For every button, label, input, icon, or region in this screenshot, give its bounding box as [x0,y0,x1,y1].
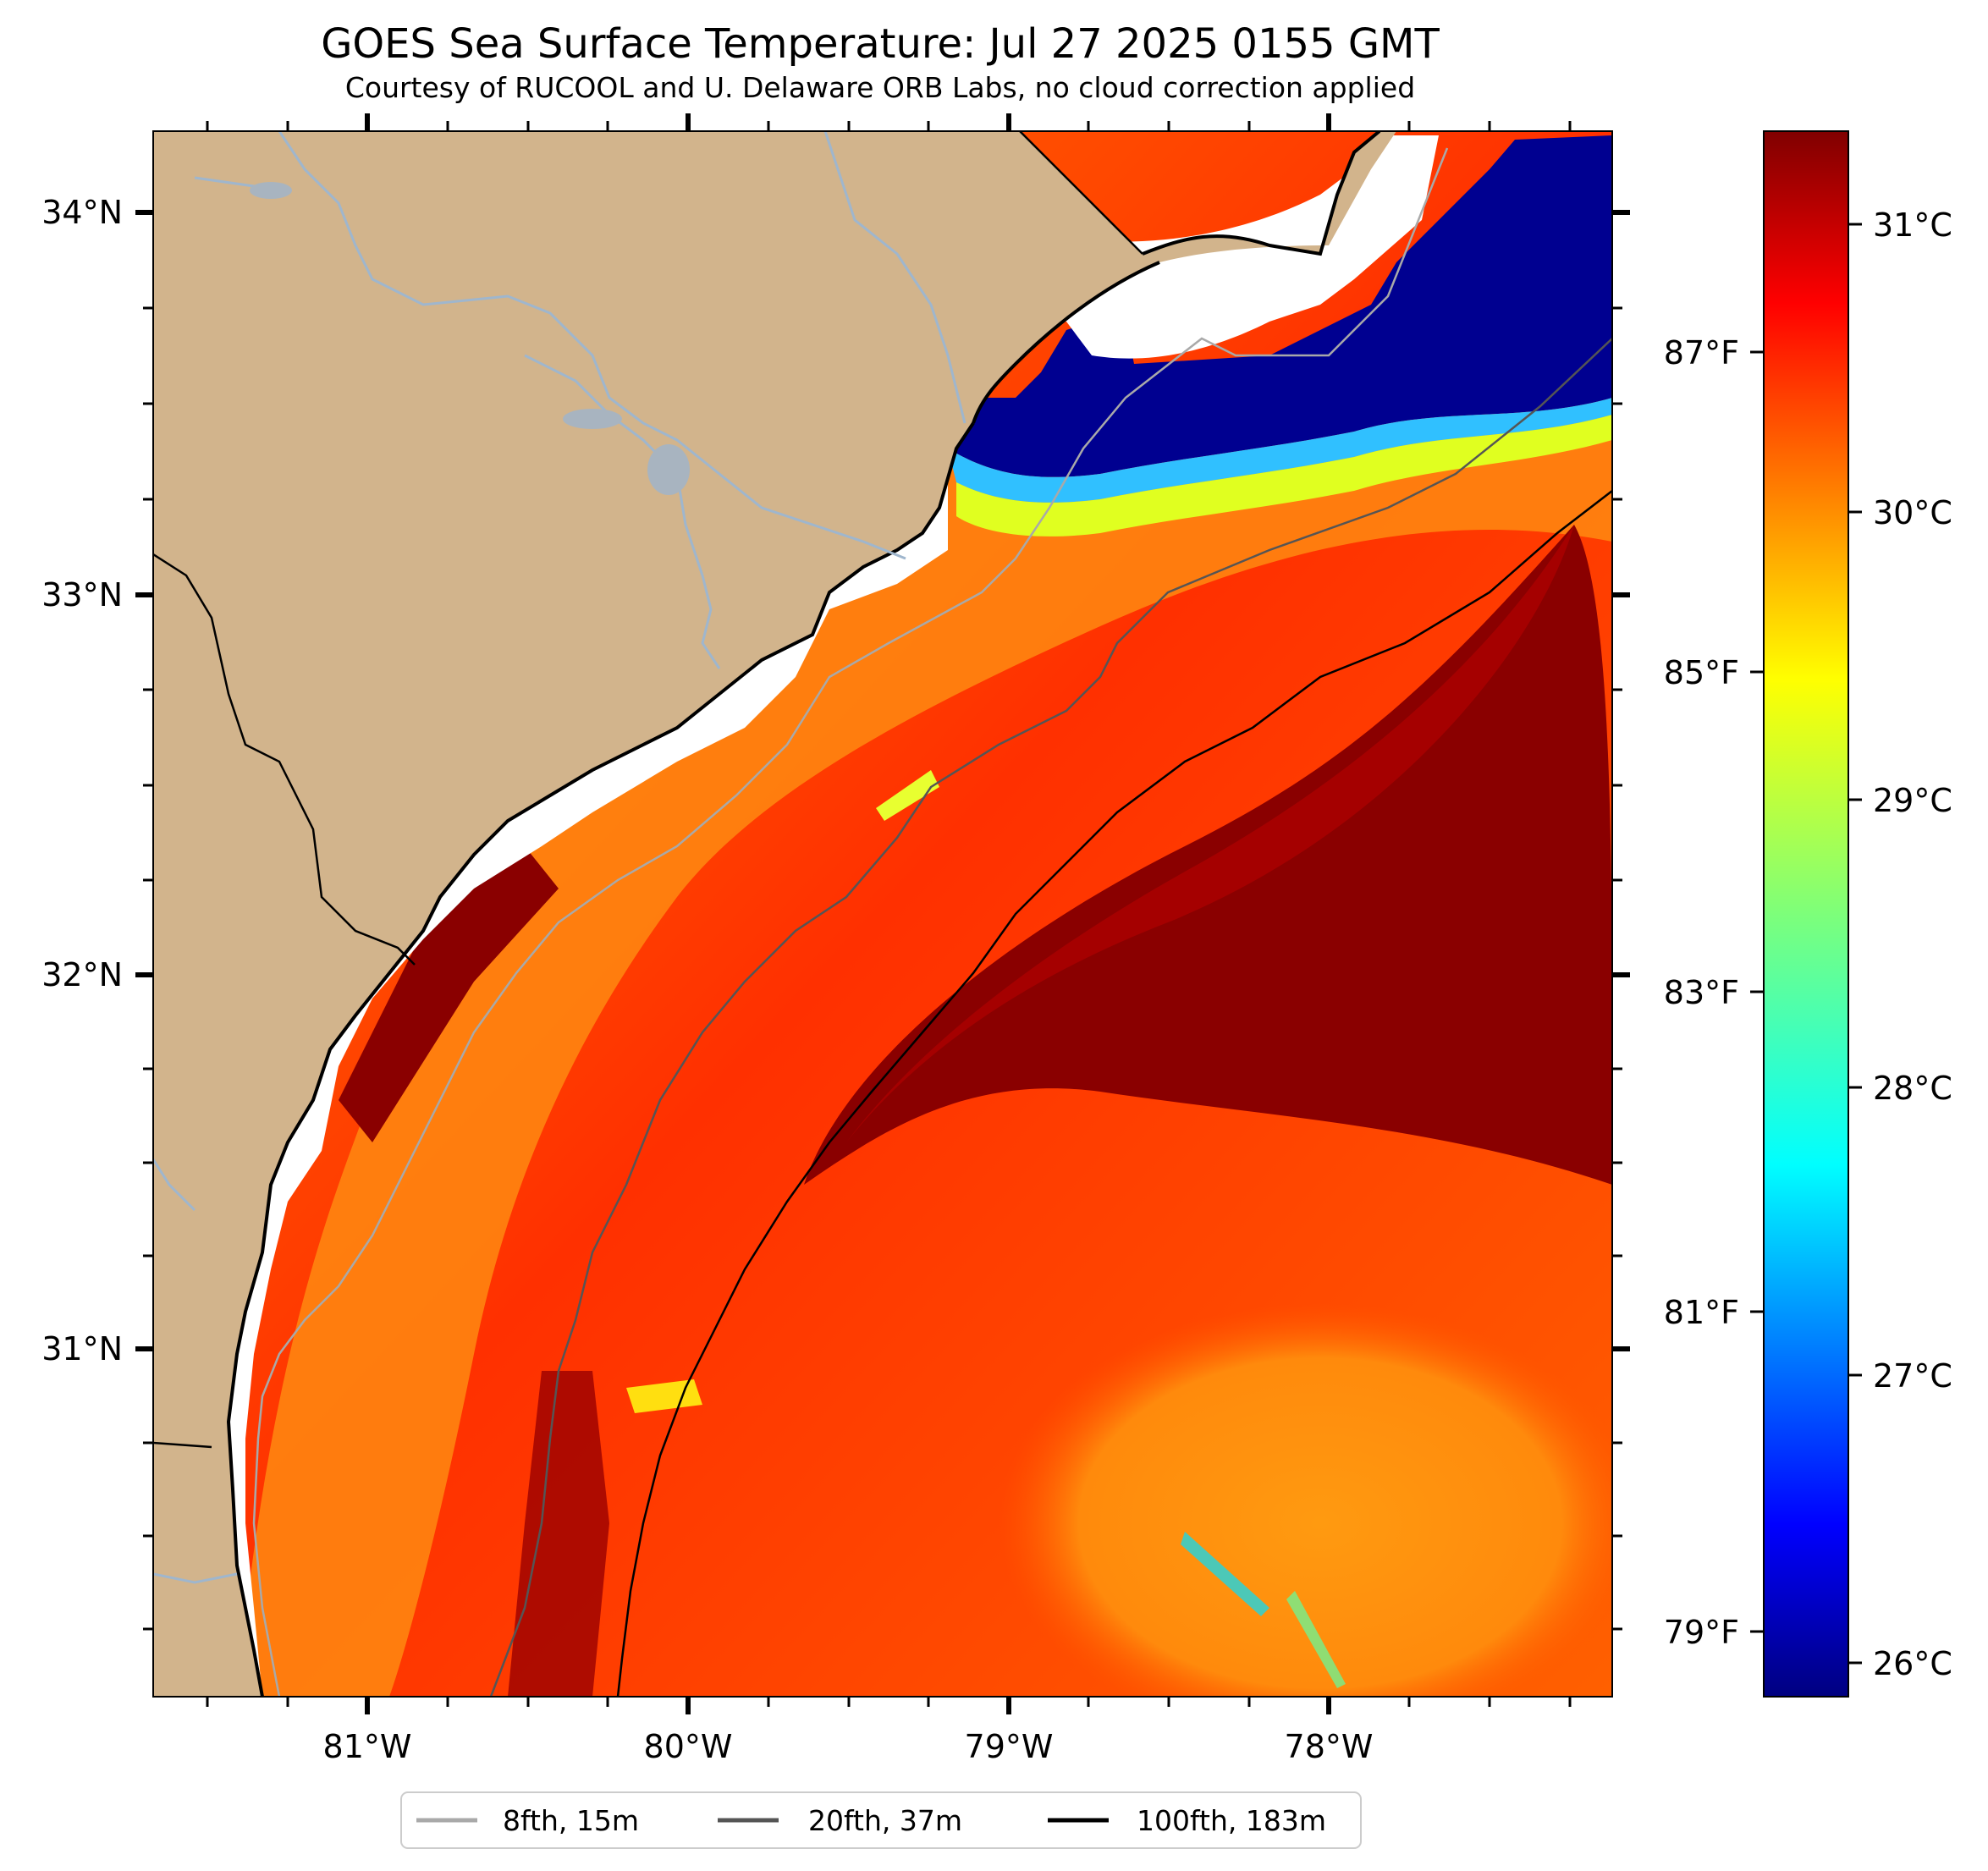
contour-100fth [616,490,1612,1697]
fahrenheit-tick-label: 85°F [1664,654,1739,691]
filament-1 [876,770,939,821]
lat-tick-label: 33°N [41,576,123,614]
celsius-tick-label: 26°C [1873,1645,1952,1682]
legend-label-100fth: 100fth, 183m [1137,1804,1326,1837]
cool-front-cyan [948,398,1612,503]
nearshore-warm-strip [339,846,559,1142]
lat-tick-label: 34°N [41,194,123,231]
colorbar-celsius-ticks [1848,223,1862,1665]
lake-moultrie [563,409,622,429]
contour-8fth [252,147,1449,1697]
lon-major-ticks [365,113,1331,1714]
colorbar-fahrenheit-ticks [1750,350,1764,1633]
lat-major-ticks [135,210,153,1351]
lake-marion [647,444,690,495]
cool-water-region [948,135,1612,477]
cool-front-yellow [956,415,1612,537]
lat-tick-label: 32°N [41,956,123,993]
state-border-nc-sc [1019,131,1143,255]
coastline [226,131,1381,1697]
contour-20fth [489,338,1612,1697]
minor-ticks [143,121,1622,1707]
celsius-tick-label: 28°C [1873,1070,1952,1107]
gulf-stream-core [804,525,1612,1185]
fahrenheit-tick-label: 79°F [1664,1614,1739,1651]
nearshore-warm-band [237,364,1612,1697]
fahrenheit-tick-label: 87°F [1664,334,1739,371]
legend-label-20fth: 20fth, 37m [808,1804,962,1837]
offshore-eddy [999,1303,1612,1697]
lon-tick-label: 80°W [644,1728,733,1765]
river-2 [524,354,721,669]
river-4 [153,1158,238,1584]
state-border-ga-fl [153,1441,212,1449]
lat-major-ticks-right [1612,210,1630,1351]
lat-tick-label: 31°N [41,1330,123,1367]
filament-4 [1286,1591,1346,1688]
celsius-tick-label: 31°C [1873,206,1952,244]
fahrenheit-tick-label: 83°F [1664,974,1739,1011]
colorbar [1763,130,1849,1698]
contour-legend: 8fth, 15m 20fth, 37m 100fth, 183m [400,1791,1362,1849]
inshore-warm-patch [508,1371,609,1697]
map-title: GOES Sea Surface Temperature: Jul 27 202… [321,20,1440,68]
fahrenheit-tick-label: 81°F [1664,1294,1739,1331]
legend-label-8fth: 8fth, 15m [503,1804,639,1837]
filament-2 [626,1379,702,1413]
celsius-tick-label: 29°C [1873,782,1952,819]
map-subtitle: Courtesy of RUCOOL and U. Delaware ORB L… [345,71,1415,104]
state-border-sc-ga [153,553,416,966]
inland-lake [250,182,292,199]
lon-tick-label: 78°W [1285,1728,1374,1765]
land-mass [153,131,1396,1697]
lon-tick-label: 81°W [323,1728,412,1765]
celsius-tick-label: 27°C [1873,1357,1952,1395]
filament-3 [1181,1532,1269,1616]
gulf-stream-edge [846,525,1574,1142]
legend-box [400,1791,1362,1849]
map-frame [152,130,1613,1698]
sst-map [153,131,1612,1697]
celsius-tick-label: 30°C [1873,494,1952,531]
lon-tick-label: 79°W [965,1728,1054,1765]
river-3 [823,131,966,424]
